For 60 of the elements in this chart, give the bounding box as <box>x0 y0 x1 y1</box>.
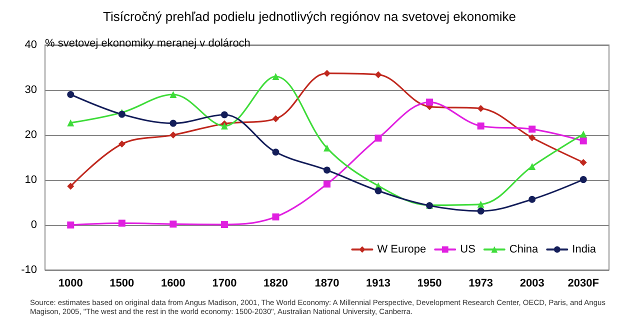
point <box>374 134 382 142</box>
point <box>67 222 74 228</box>
point <box>324 166 330 174</box>
y-tick-label: -10 <box>21 264 37 276</box>
x-tick-label: 1820 <box>263 278 288 290</box>
point <box>272 148 280 156</box>
point <box>118 220 126 227</box>
y-axis-title: % svetovej ekonomiky meranej v dolároch <box>45 38 250 50</box>
point <box>477 200 484 208</box>
point <box>220 122 228 130</box>
point <box>374 187 382 194</box>
point <box>477 208 484 215</box>
chart-title: Tisícročný prehľad podielu jednotlivých regiónov na svetovej ekonomike <box>102 9 516 24</box>
point <box>528 126 536 133</box>
point <box>67 119 74 126</box>
point <box>220 221 228 228</box>
point <box>118 140 126 148</box>
legend-label: India <box>572 244 597 256</box>
point <box>170 132 177 138</box>
point <box>324 180 330 188</box>
x-tick-label: 1870 <box>314 278 340 290</box>
y-tick-label: 0 <box>30 219 37 231</box>
point <box>272 73 280 80</box>
point <box>528 163 536 170</box>
point <box>67 182 74 190</box>
point <box>528 196 536 203</box>
point <box>170 120 177 127</box>
point <box>170 220 177 228</box>
x-tick-label: 1700 <box>212 278 237 290</box>
x-tick-label: 2030F <box>568 278 600 290</box>
y-tick-label: 30 <box>24 84 37 96</box>
legend-label: US <box>460 244 476 256</box>
point <box>272 115 280 122</box>
point <box>580 176 587 184</box>
point <box>580 158 587 166</box>
point <box>477 104 484 112</box>
point <box>580 137 587 144</box>
y-tick-label: 20 <box>24 129 37 141</box>
point <box>272 213 280 220</box>
y-tick-label: 10 <box>24 174 37 186</box>
point <box>324 70 330 77</box>
point <box>580 130 587 138</box>
x-tick-label: 1000 <box>58 278 83 290</box>
point <box>374 71 382 78</box>
point <box>170 91 177 98</box>
legend-label: W Europe <box>377 244 426 256</box>
legend-label: China <box>509 244 540 256</box>
x-tick-label: 1950 <box>417 278 442 290</box>
x-tick-label: 1600 <box>160 278 186 290</box>
x-tick-label: 2003 <box>520 278 544 290</box>
point <box>477 122 484 130</box>
x-tick-label: 1500 <box>110 278 134 290</box>
point <box>426 98 434 106</box>
point <box>528 134 536 142</box>
y-tick-label: 40 <box>24 39 37 51</box>
x-tick-label: 1973 <box>468 278 494 290</box>
point <box>67 91 74 98</box>
point <box>220 111 228 118</box>
point <box>324 144 330 152</box>
x-tick-label: 1913 <box>366 278 391 290</box>
